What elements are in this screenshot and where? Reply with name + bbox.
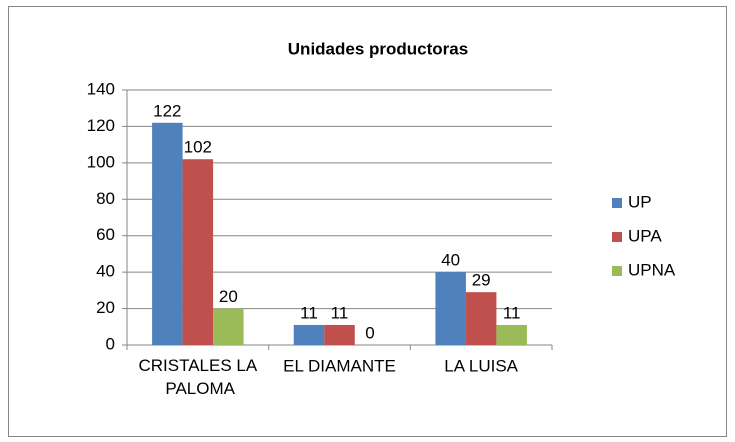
y-tick-label: 40 bbox=[96, 262, 115, 281]
bar bbox=[465, 292, 497, 345]
data-label: 0 bbox=[365, 323, 374, 342]
bar bbox=[213, 308, 244, 345]
legend-label: UP bbox=[628, 192, 652, 211]
chart-title: Unidades productoras bbox=[288, 39, 468, 58]
legend-label: UPNA bbox=[628, 260, 676, 279]
x-tick-label: LA LUISA bbox=[444, 356, 518, 375]
legend-label: UPA bbox=[628, 226, 662, 245]
data-label: 20 bbox=[219, 287, 238, 306]
data-label: 29 bbox=[472, 271, 491, 290]
y-tick-label: 60 bbox=[96, 225, 115, 244]
bar bbox=[324, 324, 355, 345]
legend-swatch bbox=[612, 232, 622, 242]
x-tick-label: EL DIAMANTE bbox=[283, 356, 396, 375]
data-label: 11 bbox=[300, 303, 318, 322]
y-tick-label: 0 bbox=[106, 334, 115, 353]
bar bbox=[496, 324, 527, 345]
y-tick-label: 140 bbox=[87, 79, 115, 98]
data-label: 122 bbox=[153, 101, 181, 120]
legend-swatch bbox=[612, 198, 622, 208]
chart-border bbox=[8, 6, 727, 437]
data-label: 11 bbox=[503, 303, 521, 322]
bar bbox=[152, 122, 183, 346]
y-tick-label: 20 bbox=[96, 298, 115, 317]
data-label: 40 bbox=[441, 251, 460, 270]
data-label: 11 bbox=[331, 303, 349, 322]
bar bbox=[435, 272, 466, 345]
legend-swatch bbox=[612, 266, 622, 276]
y-tick-label: 120 bbox=[87, 116, 115, 135]
bar bbox=[182, 159, 214, 345]
data-label: 102 bbox=[184, 138, 212, 157]
y-tick-label: 100 bbox=[87, 152, 115, 171]
y-tick-label: 80 bbox=[96, 189, 115, 208]
bar bbox=[293, 324, 325, 345]
x-tick-label: CRISTALES LA PALOMA bbox=[138, 356, 257, 398]
